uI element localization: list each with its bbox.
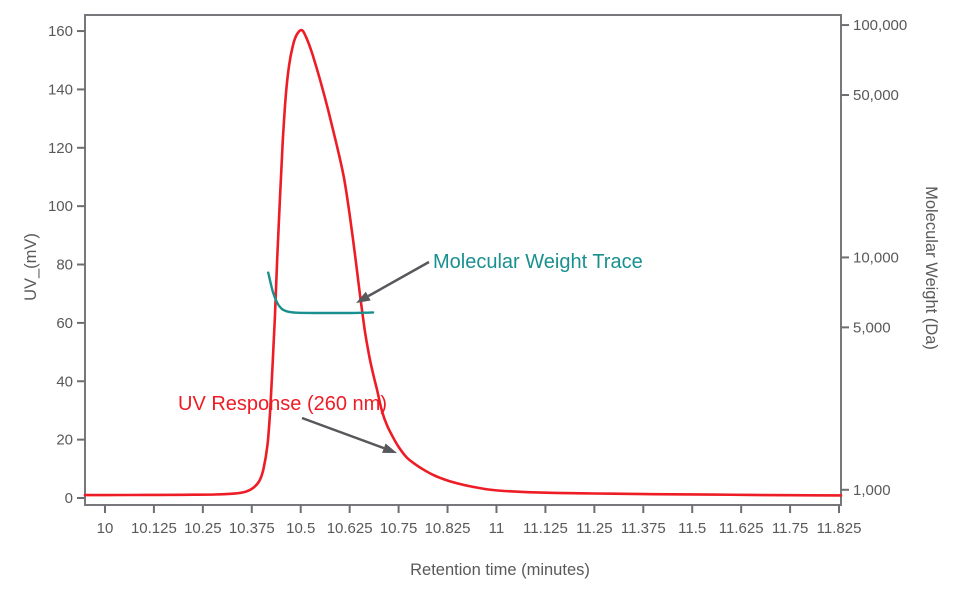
y-left-axis-tick-labels: 0 20 40 60 80 100 120 140 160 <box>48 23 73 507</box>
annotation-arrow-line <box>301 416 385 450</box>
annotation-arrowhead <box>382 443 397 453</box>
x-tick-label: 10.825 <box>425 520 471 537</box>
plot-border <box>84 14 842 506</box>
y-left-tick-label: 0 <box>65 490 73 507</box>
x-tick-label: 11.5 <box>678 520 706 537</box>
uv-response-curve <box>83 28 843 497</box>
y-left-tick-label: 80 <box>56 257 73 274</box>
annotation-arrows <box>301 260 430 453</box>
y-left-tick-label: 60 <box>56 315 73 332</box>
y-left-tick-label: 140 <box>48 81 73 98</box>
annotation-arrowhead <box>356 291 371 303</box>
x-tick-label: 10.125 <box>131 520 177 537</box>
y-left-tick-label: 40 <box>56 373 73 390</box>
y-left-tick-label: 100 <box>48 198 73 215</box>
y-right-tick-label: 50,000 <box>853 87 899 104</box>
y-right-tick-label: 10,000 <box>853 249 899 266</box>
x-tick-label: 11.125 <box>523 520 568 537</box>
x-axis-tick-labels: 10 10.125 10.25 10.375 10.5 10.625 10.75 10.825… <box>97 520 862 537</box>
y-left-tick-label: 160 <box>48 23 73 40</box>
x-tick-label: 10 <box>97 520 114 537</box>
y-right-tick-label: 100,000 <box>853 17 907 34</box>
x-tick-label: 11.375 <box>621 520 666 537</box>
x-tick-label: 11.75 <box>772 520 808 537</box>
x-tick-label: 11 <box>489 520 505 537</box>
y-right-axis-title: Molecular Weight (Da) <box>922 186 940 350</box>
y-right-axis-ticks <box>841 24 849 491</box>
annotation-molecular-weight-trace: Molecular Weight Trace <box>433 251 643 273</box>
y-right-tick-label: 1,000 <box>853 482 891 499</box>
annotation-arrow-line <box>367 260 430 298</box>
y-left-axis-ticks <box>77 30 85 499</box>
x-tick-label: 10.5 <box>286 520 315 537</box>
y-left-tick-label: 20 <box>56 432 73 449</box>
y-right-axis-tick-labels: 100,000 50,000 10,000 5,000 1,000 <box>853 17 907 499</box>
x-tick-label: 11.825 <box>817 520 862 537</box>
y-left-tick-label: 120 <box>48 140 73 157</box>
x-tick-label: 10.75 <box>380 520 418 537</box>
x-tick-label: 11.25 <box>576 520 612 537</box>
y-right-tick-label: 5,000 <box>853 319 891 336</box>
annotation-uv-response: UV Response (260 nm) <box>178 393 387 415</box>
x-tick-label: 11.625 <box>719 520 764 537</box>
x-tick-label: 10.625 <box>327 520 373 537</box>
y-left-axis-title: UV_(mV) <box>22 233 40 301</box>
molecular-weight-curve <box>267 271 375 315</box>
x-tick-label: 10.25 <box>184 520 222 537</box>
x-axis-title: Retention time (minutes) <box>410 561 590 579</box>
x-tick-label: 10.375 <box>229 520 275 537</box>
x-axis-ticks <box>103 505 841 513</box>
